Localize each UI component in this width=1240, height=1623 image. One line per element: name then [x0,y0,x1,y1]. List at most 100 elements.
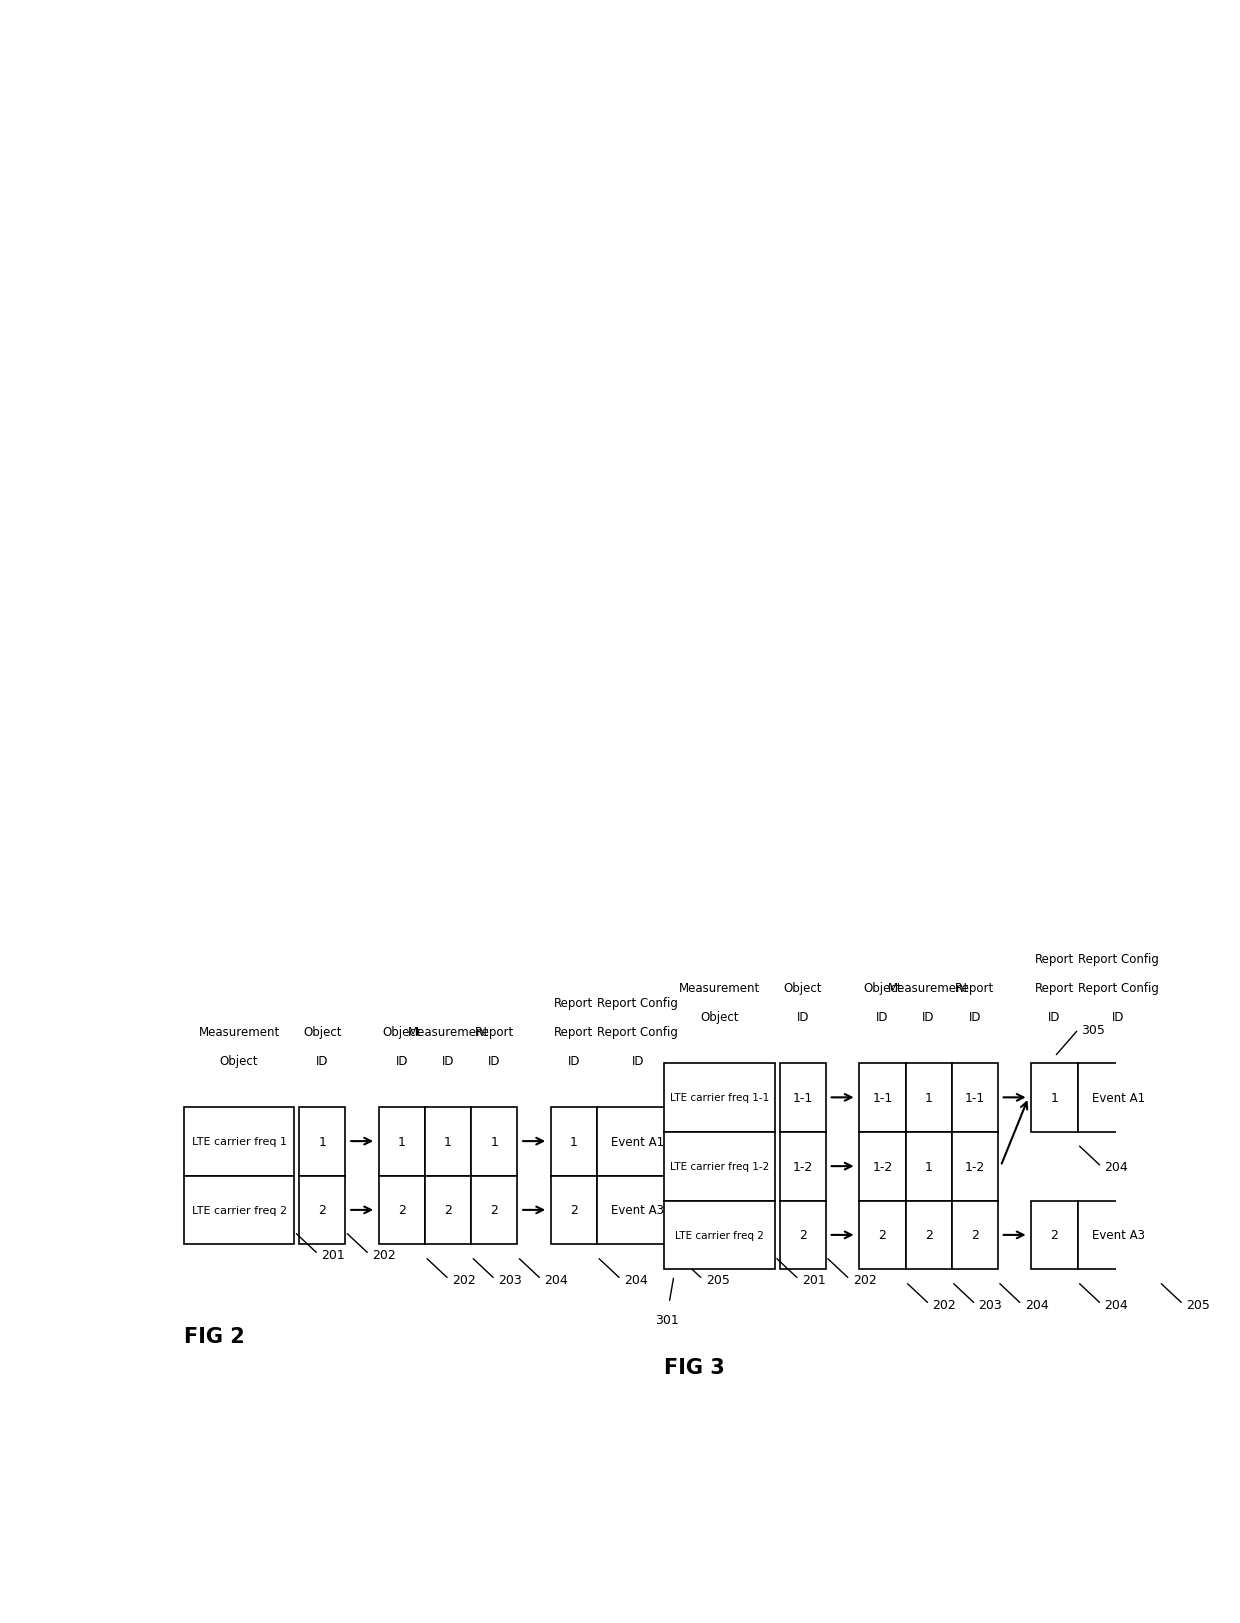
Text: 2: 2 [1050,1229,1059,1242]
Text: Report: Report [1035,982,1074,995]
FancyBboxPatch shape [951,1201,998,1269]
Text: Event A3: Event A3 [611,1204,665,1217]
Text: 202: 202 [451,1272,476,1285]
FancyBboxPatch shape [780,1201,826,1269]
FancyBboxPatch shape [780,1133,826,1201]
Text: Event A3: Event A3 [1092,1229,1145,1242]
Text: 203: 203 [978,1298,1002,1311]
Text: ID: ID [1048,1011,1060,1024]
Text: Report Config: Report Config [598,997,678,1010]
FancyBboxPatch shape [425,1107,471,1175]
Text: 2: 2 [971,1229,978,1242]
Text: Object: Object [303,1026,341,1039]
FancyBboxPatch shape [905,1201,951,1269]
Text: Measurement: Measurement [408,1026,489,1039]
Text: 2: 2 [398,1204,405,1217]
Text: 301: 301 [655,1313,680,1326]
Text: ID: ID [396,1053,408,1066]
Text: LTE carrier freq 1: LTE carrier freq 1 [192,1136,286,1146]
FancyBboxPatch shape [1078,1063,1159,1133]
Text: 1: 1 [490,1134,498,1147]
FancyBboxPatch shape [299,1175,345,1245]
FancyBboxPatch shape [551,1107,596,1175]
Text: 1: 1 [444,1134,453,1147]
FancyBboxPatch shape [665,1201,775,1269]
FancyBboxPatch shape [184,1107,294,1175]
Text: LTE carrier freq 1-1: LTE carrier freq 1-1 [670,1092,769,1102]
Text: 202: 202 [932,1298,956,1311]
Text: Object: Object [863,982,901,995]
Text: 205: 205 [706,1272,729,1285]
FancyBboxPatch shape [859,1201,905,1269]
FancyBboxPatch shape [780,1063,826,1133]
Text: Report Config: Report Config [598,1026,678,1039]
Text: ID: ID [796,1011,808,1024]
FancyBboxPatch shape [1078,1201,1159,1269]
Text: Report: Report [1035,953,1074,966]
FancyBboxPatch shape [425,1175,471,1245]
Text: Event A1: Event A1 [611,1134,665,1147]
Text: 1-2: 1-2 [965,1160,985,1173]
Text: 1: 1 [398,1134,405,1147]
Text: 1-1: 1-1 [965,1091,985,1104]
Text: ID: ID [568,1053,580,1066]
Text: Report: Report [475,1026,513,1039]
Text: 1: 1 [1050,1091,1059,1104]
Text: Report: Report [554,997,594,1010]
Text: ID: ID [1112,1011,1125,1024]
Text: ID: ID [489,1053,501,1066]
Text: 2: 2 [570,1204,578,1217]
Text: Report Config: Report Config [1078,982,1159,995]
Text: 204: 204 [1105,1160,1128,1173]
Text: ID: ID [968,1011,981,1024]
FancyBboxPatch shape [471,1175,517,1245]
Text: 2: 2 [925,1229,932,1242]
Text: 204: 204 [544,1272,568,1285]
Text: Report: Report [955,982,994,995]
Text: Report: Report [554,1026,594,1039]
Text: ID: ID [316,1053,329,1066]
Text: 2: 2 [319,1204,326,1217]
Text: ID: ID [877,1011,889,1024]
Text: 203: 203 [498,1272,522,1285]
Text: ID: ID [923,1011,935,1024]
Text: Measurement: Measurement [680,982,760,995]
FancyBboxPatch shape [859,1063,905,1133]
FancyBboxPatch shape [859,1133,905,1201]
FancyBboxPatch shape [379,1175,425,1245]
Text: 202: 202 [372,1248,396,1261]
Text: 2: 2 [878,1229,887,1242]
FancyBboxPatch shape [905,1133,951,1201]
FancyBboxPatch shape [471,1107,517,1175]
Text: 205: 205 [1187,1298,1210,1311]
Text: Measurement: Measurement [198,1026,280,1039]
Text: Report Config: Report Config [1078,953,1159,966]
Text: 1: 1 [925,1160,932,1173]
Text: 201: 201 [802,1272,826,1285]
FancyBboxPatch shape [665,1063,775,1133]
FancyBboxPatch shape [905,1063,951,1133]
Text: 202: 202 [853,1272,877,1285]
Text: 1-1: 1-1 [792,1091,813,1104]
Text: LTE carrier freq 1-2: LTE carrier freq 1-2 [670,1162,769,1172]
Text: 1: 1 [570,1134,578,1147]
Text: Object: Object [383,1026,422,1039]
Text: Object: Object [784,982,822,995]
FancyBboxPatch shape [184,1175,294,1245]
Text: 1-2: 1-2 [792,1160,813,1173]
Text: 305: 305 [1081,1022,1105,1035]
FancyBboxPatch shape [1032,1063,1078,1133]
Text: 201: 201 [321,1248,345,1261]
FancyBboxPatch shape [951,1063,998,1133]
Text: 2: 2 [490,1204,498,1217]
FancyBboxPatch shape [379,1107,425,1175]
Text: 2: 2 [444,1204,453,1217]
Text: 1: 1 [319,1134,326,1147]
FancyBboxPatch shape [299,1107,345,1175]
Text: Measurement: Measurement [888,982,970,995]
Text: 1-1: 1-1 [873,1091,893,1104]
FancyBboxPatch shape [1032,1201,1078,1269]
Text: FIG 2: FIG 2 [184,1326,244,1345]
Text: 204: 204 [1024,1298,1049,1311]
Text: 1: 1 [925,1091,932,1104]
